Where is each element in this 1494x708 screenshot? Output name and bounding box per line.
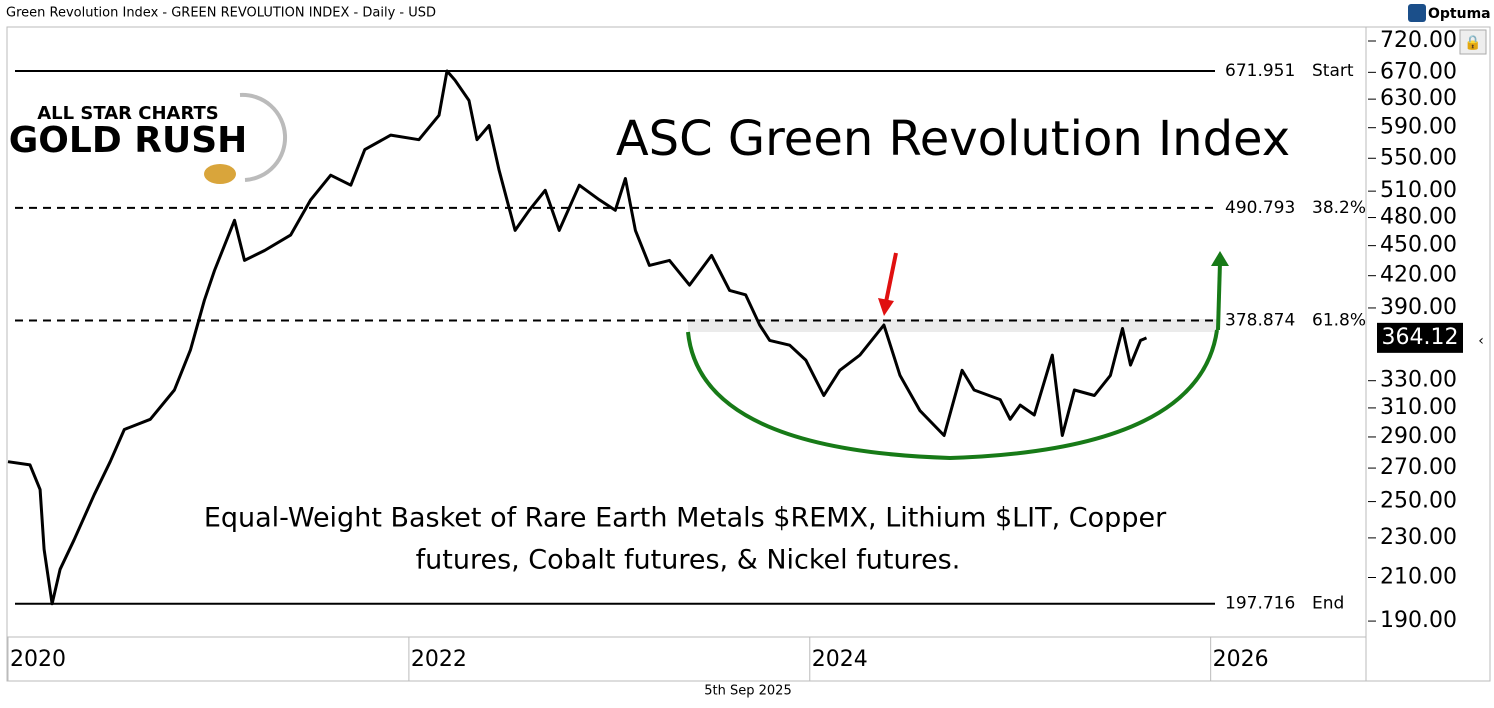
caption: futures, Cobalt futures, & Nickel future… — [416, 545, 961, 576]
y-tick-label: 210.00 — [1380, 565, 1457, 590]
lock-button[interactable] — [1459, 29, 1487, 55]
y-tick-label: 550.00 — [1380, 145, 1457, 170]
logo-line2: GOLD RUSH — [9, 120, 248, 161]
red-arrow — [884, 252, 898, 303]
y-tick-label: 720.00 — [1380, 28, 1457, 53]
chart-title: ASC Green Revolution Index — [616, 111, 1290, 167]
y-tick-label: 330.00 — [1380, 368, 1457, 393]
level-name: 61.8% — [1312, 311, 1366, 331]
brand-icon — [1408, 4, 1426, 22]
cup-arc — [686, 329, 1219, 461]
red-arrowhead — [878, 298, 894, 316]
x-tick-label: 2024 — [812, 647, 868, 672]
footer-date: 5th Sep 2025 — [704, 684, 791, 699]
y-tick-label: 670.00 — [1380, 59, 1457, 84]
x-tick-label: 2026 — [1213, 647, 1269, 672]
y-axis-frame — [1365, 26, 1491, 682]
y-tick-label: 630.00 — [1380, 86, 1457, 111]
level-value: 671.951 — [1225, 61, 1295, 81]
level-value: 378.874 — [1225, 311, 1295, 331]
y-tick-label: 250.00 — [1380, 489, 1457, 514]
y-tick-label: 450.00 — [1380, 233, 1457, 258]
x-tick-label: 2020 — [10, 647, 66, 672]
last-value-label: 364.12 — [1382, 325, 1459, 350]
resistance-band — [688, 319, 1218, 332]
x-tick-label: 2022 — [411, 647, 467, 672]
level-name: Start — [1312, 61, 1354, 81]
level-name: 38.2% — [1312, 198, 1366, 218]
y-tick-label: 270.00 — [1380, 455, 1457, 480]
level-name: End — [1312, 594, 1344, 614]
header-title: Green Revolution Index - GREEN REVOLUTIO… — [6, 6, 436, 21]
caption: Equal-Weight Basket of Rare Earth Metals… — [204, 503, 1167, 534]
green-arrow — [1216, 261, 1222, 331]
y-tick-label: 390.00 — [1380, 295, 1457, 320]
y-tick-label: 590.00 — [1380, 115, 1457, 140]
y-tick-label: 190.00 — [1380, 608, 1457, 633]
scroll-handle[interactable]: ‹ — [1478, 333, 1484, 349]
y-tick-label: 290.00 — [1380, 424, 1457, 449]
logo-line1: ALL STAR CHARTS — [37, 103, 219, 124]
y-tick-label: 230.00 — [1380, 525, 1457, 550]
last-value-box — [1377, 322, 1463, 353]
price-line — [7, 69, 1148, 606]
lock-icon: 🔒 — [1464, 35, 1481, 51]
level-value: 197.716 — [1225, 594, 1295, 614]
green-arrowhead — [1211, 251, 1229, 266]
logo-nugget — [204, 164, 236, 184]
y-tick-label: 480.00 — [1380, 205, 1457, 230]
y-tick-label: 310.00 — [1380, 395, 1457, 420]
logo-arc — [239, 92, 288, 182]
y-tick-label: 510.00 — [1380, 178, 1457, 203]
brand: Optuma — [1428, 6, 1491, 22]
y-tick-label: 420.00 — [1380, 263, 1457, 288]
level-value: 490.793 — [1225, 198, 1295, 218]
